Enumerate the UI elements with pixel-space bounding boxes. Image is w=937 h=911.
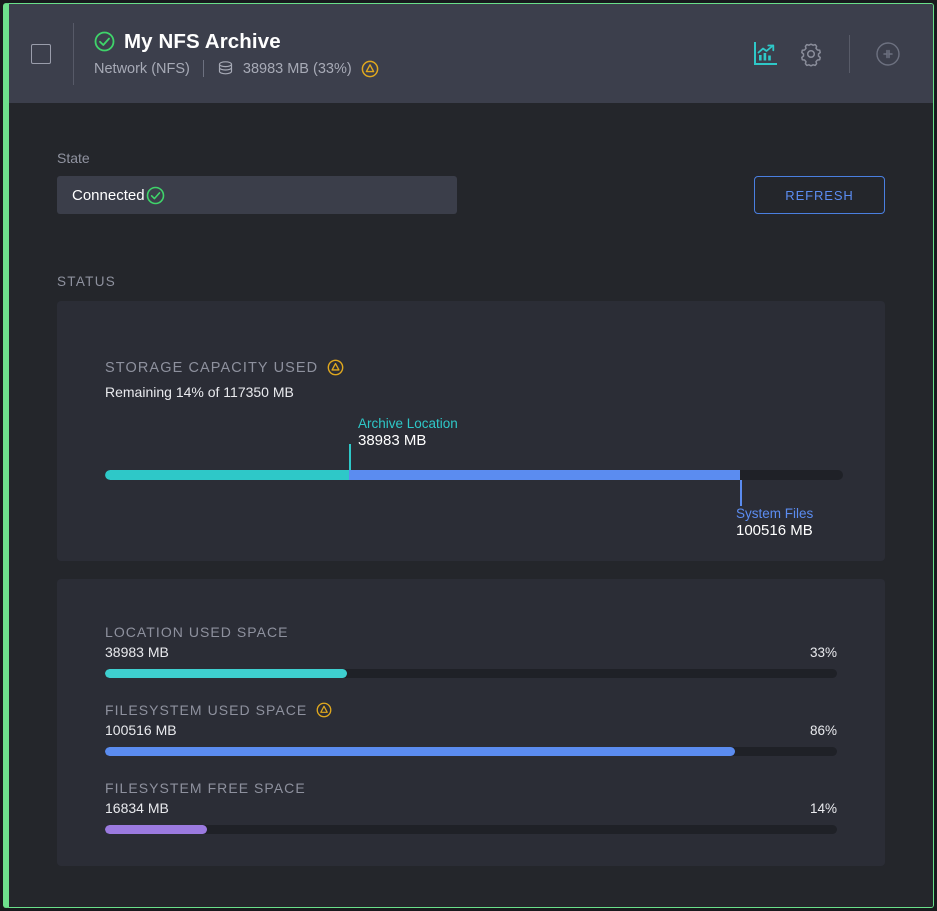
- metric-percent: 33%: [809, 645, 837, 660]
- metric-value: 100516 MB: [105, 722, 177, 738]
- statistics-button[interactable]: [742, 31, 788, 77]
- metric-percent: 14%: [809, 801, 837, 816]
- metric-fill: [105, 825, 208, 834]
- archive-card: My NFS Archive Network (NFS) 38983 MB (3…: [3, 3, 934, 908]
- refresh-button[interactable]: REFRESH: [754, 176, 885, 214]
- metric-track: [105, 747, 837, 756]
- archive-segment-name: Archive Location: [358, 416, 458, 431]
- state-row: State Connected REFRESH: [57, 103, 885, 214]
- metric-value: 38983 MB: [105, 644, 169, 660]
- metric-value-row: 100516 MB 86%: [105, 722, 837, 738]
- metric-value: 16834 MB: [105, 800, 169, 816]
- header-title-row: My NFS Archive: [94, 30, 742, 54]
- metric-fill: [105, 747, 735, 756]
- metric-title: FILESYSTEM USED SPACE: [105, 702, 308, 718]
- metric-value-row: 16834 MB 14%: [105, 800, 837, 816]
- header-actions: [742, 31, 933, 77]
- actions-divider: [849, 34, 850, 73]
- archive-segment-label: Archive Location 38983 MB: [358, 416, 458, 449]
- state-label: State: [57, 150, 90, 166]
- database-icon: [217, 60, 234, 77]
- warning-triangle-circle-icon: [361, 60, 379, 78]
- metric-filesystem-used-space: FILESYSTEM USED SPACE 100516 MB 86%: [105, 702, 837, 756]
- archive-segment-fill: [105, 470, 349, 480]
- metric-title: LOCATION USED SPACE: [105, 624, 289, 640]
- capacity-title: STORAGE CAPACITY USED: [105, 359, 319, 376]
- page-title: My NFS Archive: [124, 29, 281, 53]
- archive-type-label: Network (NFS): [94, 60, 190, 77]
- metric-fill: [105, 669, 347, 678]
- header-text-block: My NFS Archive Network (NFS) 38983 MB (3…: [94, 30, 742, 78]
- system-files-segment-name: System Files: [736, 506, 814, 521]
- metric-track: [105, 825, 837, 834]
- metric-title: FILESYSTEM FREE SPACE: [105, 780, 306, 796]
- warning-triangle-circle-icon: [327, 359, 344, 376]
- metric-track: [105, 669, 837, 678]
- metric-title-row: LOCATION USED SPACE: [105, 624, 837, 640]
- capacity-stacked-bar-wrap: Archive Location 38983 MB System Files 1…: [105, 416, 843, 539]
- select-archive-checkbox[interactable]: [31, 43, 51, 64]
- system-files-segment-tick: [740, 480, 742, 506]
- archive-segment-tick: [349, 444, 351, 470]
- settings-button[interactable]: [788, 31, 834, 77]
- archive-segment-value: 38983 MB: [358, 432, 427, 449]
- subtitle-separator: [202, 60, 204, 77]
- warning-triangle-circle-icon: [316, 702, 332, 718]
- system-files-segment-value: 100516 MB: [736, 522, 813, 539]
- state-field: Connected: [57, 176, 457, 214]
- check-circle-icon: [146, 186, 165, 205]
- metric-title-row: FILESYSTEM FREE SPACE: [105, 780, 837, 796]
- check-circle-icon: [94, 31, 115, 52]
- capacity-title-row: STORAGE CAPACITY USED: [105, 359, 837, 376]
- metric-title-row: FILESYSTEM USED SPACE: [105, 702, 837, 718]
- disconnect-button[interactable]: [865, 31, 911, 77]
- card-body: State Connected REFRESH STATUS STORAGE C…: [9, 103, 933, 907]
- storage-capacity-panel: STORAGE CAPACITY USED Remaining 14% of 1…: [57, 301, 885, 561]
- state-value: Connected: [72, 186, 145, 204]
- status-section-title: STATUS: [57, 274, 117, 289]
- header-divider: [73, 22, 74, 85]
- system-files-segment-label: System Files 100516 MB: [736, 506, 813, 539]
- archive-size-label: 38983 MB (33%): [242, 60, 352, 77]
- card-header: My NFS Archive Network (NFS) 38983 MB (3…: [9, 4, 933, 103]
- header-subtitle-row: Network (NFS) 38983 MB (33%): [94, 60, 742, 78]
- system-files-segment-fill: [349, 470, 740, 480]
- metric-value-row: 38983 MB 33%: [105, 644, 837, 660]
- state-block: State Connected: [57, 150, 457, 214]
- metric-location-used-space: LOCATION USED SPACE 38983 MB 33%: [105, 624, 837, 678]
- metric-filesystem-free-space: FILESYSTEM FREE SPACE 16834 MB 14%: [105, 780, 837, 834]
- metric-percent: 86%: [809, 723, 837, 738]
- capacity-stacked-bar: [105, 470, 843, 480]
- usage-metrics-panel: LOCATION USED SPACE 38983 MB 33% FILESYS…: [57, 579, 885, 866]
- capacity-remaining-label: Remaining 14% of 117350 MB: [105, 384, 294, 400]
